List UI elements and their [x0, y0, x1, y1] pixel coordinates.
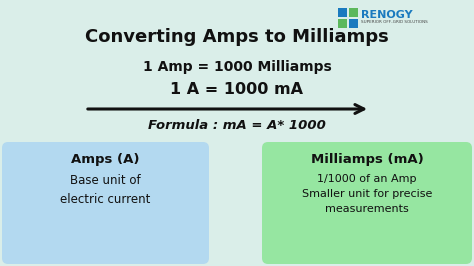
Text: Amps (A): Amps (A)	[71, 153, 139, 166]
Text: Converting Amps to Milliamps: Converting Amps to Milliamps	[85, 28, 389, 46]
Bar	[349, 19, 358, 28]
Text: Formula : mA = A* 1000: Formula : mA = A* 1000	[148, 119, 326, 132]
Text: 1/1000 of an Amp
Smaller unit for precise
measurements: 1/1000 of an Amp Smaller unit for precis…	[302, 174, 432, 214]
Text: 1 A = 1000 mA: 1 A = 1000 mA	[171, 82, 303, 97]
Bar	[349, 8, 358, 17]
Text: Milliamps (mA): Milliamps (mA)	[310, 153, 423, 166]
Text: RENOGY: RENOGY	[361, 10, 413, 20]
Bar	[338, 19, 347, 28]
Text: SUPERIOR OFF-GRID SOLUTIONS: SUPERIOR OFF-GRID SOLUTIONS	[361, 20, 428, 24]
Bar	[338, 8, 347, 17]
FancyArrowPatch shape	[88, 105, 364, 113]
Text: 1 Amp = 1000 Milliamps: 1 Amp = 1000 Milliamps	[143, 60, 331, 74]
FancyBboxPatch shape	[2, 142, 209, 264]
Text: Base unit of
electric current: Base unit of electric current	[60, 174, 150, 206]
FancyBboxPatch shape	[262, 142, 472, 264]
